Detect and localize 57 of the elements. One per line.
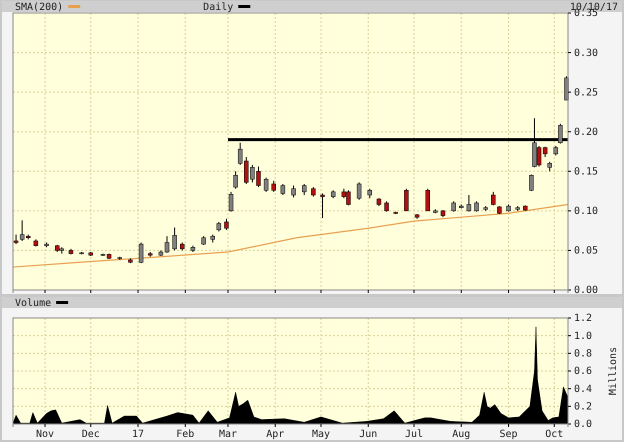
candlestick: [224, 218, 229, 230]
y-tick-label: 0.00: [574, 285, 598, 296]
y-tick-label: 0.0: [574, 419, 592, 430]
y-tick-label: 0.20: [574, 126, 598, 138]
y-tick-label: 0.4: [574, 384, 592, 395]
x-tick-label: Apr: [266, 429, 284, 440]
legend-label: Volume: [15, 298, 52, 309]
y-tick-label: 0.15: [574, 166, 598, 178]
candlestick: [138, 242, 144, 264]
x-tick-label: May: [312, 429, 330, 440]
candlestick: [529, 174, 534, 192]
candlestick: [228, 191, 234, 212]
candlestick: [425, 188, 430, 212]
candlestick: [216, 221, 222, 232]
candlestick: [172, 226, 177, 251]
x-tick-label: 17: [132, 429, 144, 440]
x-tick-label: Aug: [452, 429, 470, 440]
y-tick-label: 0.25: [574, 87, 598, 98]
candlestick: [302, 183, 306, 196]
x-tick-label: Oct: [545, 429, 564, 440]
legend-label: SMA(200): [15, 2, 64, 13]
candlestick: [466, 194, 472, 212]
y-tick-label: 0.30: [574, 48, 598, 59]
y-tick-label: 0.10: [574, 206, 598, 218]
candlestick: [368, 188, 372, 199]
candlestick: [291, 185, 296, 198]
candlestick: [451, 200, 456, 212]
x-tick-label: Jul: [404, 429, 424, 440]
candlestick: [14, 234, 18, 245]
candlestick: [474, 200, 479, 212]
candlestick: [554, 145, 558, 156]
candlestick: [384, 200, 389, 212]
y-tick-label: 0.2: [574, 402, 592, 413]
candlestick: [280, 183, 286, 196]
y-tick-label: 1.0: [574, 330, 592, 342]
x-tick-label: Nov: [36, 429, 54, 440]
y-tick-label: 1.2: [574, 313, 592, 324]
candlestick: [233, 170, 238, 190]
candlestick: [491, 191, 496, 206]
text: Daily: [203, 2, 234, 13]
y-tick-label: 0.05: [574, 246, 598, 257]
x-tick-label: Mar: [218, 429, 238, 440]
candlestick: [311, 186, 316, 198]
x-tick-label: Dec: [82, 429, 100, 440]
x-tick-label: Jun: [359, 429, 378, 440]
x-tick-label: Sep: [500, 429, 518, 440]
y-tick-label: 0.6: [574, 366, 592, 378]
candlestick: [320, 192, 325, 218]
y-tick-label: 0.8: [574, 348, 592, 360]
y-axis-title: Millions: [608, 346, 619, 396]
candlestick: [356, 182, 362, 200]
x-tick-label: Feb: [176, 429, 194, 440]
line-series: [12, 204, 569, 268]
candlestick: [264, 177, 268, 192]
candlestick: [271, 180, 276, 192]
candlestick: [404, 188, 409, 212]
candlestick: [547, 161, 552, 172]
